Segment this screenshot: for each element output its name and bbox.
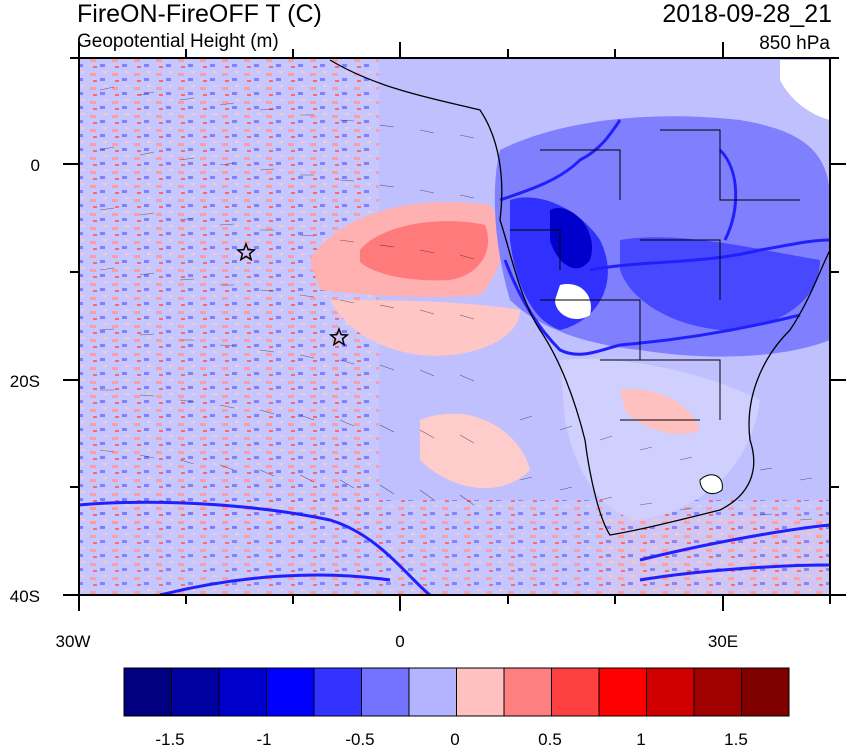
colorbar-swatch: [646, 667, 695, 717]
plot-subtitle: Geopotential Height (m): [77, 31, 279, 52]
lon-label-30e: 30E: [707, 632, 739, 651]
colorbar-label: 0: [450, 730, 460, 749]
colorbar-swatch: [123, 667, 172, 717]
star-marker: [328, 326, 350, 347]
colorbar-swatch: [171, 667, 220, 717]
star-marker: [235, 241, 257, 262]
colorbar-label: 1: [636, 730, 646, 749]
colorbar-swatch: [313, 667, 362, 717]
colorbar-swatch: [408, 667, 457, 717]
colorbar-label: -0.5: [345, 730, 375, 749]
colorbar-swatch: [503, 667, 552, 717]
lat-label-40s: 40S: [9, 587, 40, 606]
colorbar-swatch: [361, 667, 410, 717]
valid-time: 2018-09-28_21: [662, 0, 832, 28]
temperature-difference-field: [79, 58, 830, 595]
colorbar-swatch: [456, 667, 505, 717]
colorbar-label: -1.5: [155, 730, 185, 749]
colorbar-label: 0.5: [538, 730, 562, 749]
colorbar: [123, 667, 790, 717]
colorbar-swatch: [551, 667, 600, 717]
map-frame: [63, 42, 846, 611]
colorbar-swatch: [693, 667, 742, 717]
colorbar-swatch: [598, 667, 647, 717]
lon-label-30w: 30W: [55, 632, 91, 651]
colorbar-swatch: [266, 667, 315, 717]
lat-label-0: 0: [30, 156, 40, 175]
colorbar-label: -1: [256, 730, 272, 749]
colorbar-label: 1.5: [724, 730, 748, 749]
colorbar-swatch: [218, 667, 267, 717]
plot-title: FireON-FireOFF T (C): [77, 0, 322, 28]
pressure-level: 850 hPa: [759, 33, 830, 54]
lat-label-20s: 20S: [9, 372, 40, 391]
colorbar-swatch: [741, 667, 790, 717]
lon-label-0: 0: [395, 632, 405, 651]
